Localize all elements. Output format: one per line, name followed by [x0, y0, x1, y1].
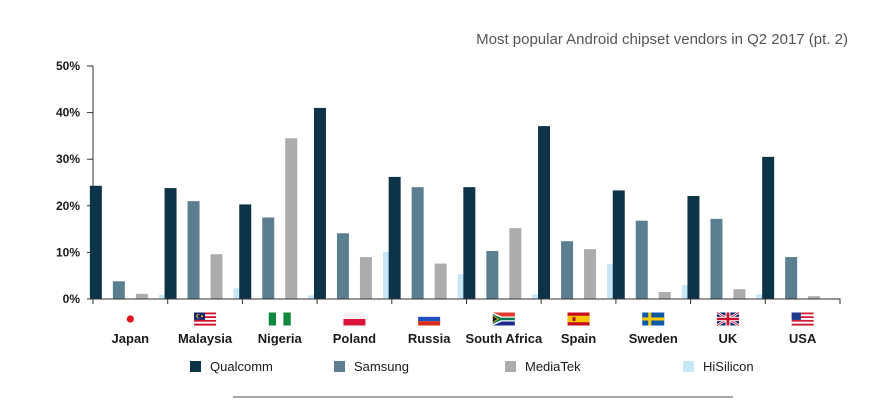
bar-qualcomm-spain — [538, 126, 551, 299]
x-category-label: South Africa — [465, 331, 543, 346]
bar-qualcomm-south-africa — [463, 187, 476, 299]
x-axis: Japan Malaysia Nigeria Poland Russia South Af… — [92, 298, 841, 346]
flag-japan-icon — [119, 312, 142, 326]
x-category-label: Spain — [561, 331, 596, 346]
bar-mediatek-japan — [135, 293, 148, 299]
y-tick-label: 10% — [56, 245, 80, 259]
x-category-label: UK — [719, 331, 738, 346]
bar-mediatek-malaysia — [210, 254, 223, 299]
bar-samsung-japan — [112, 281, 125, 299]
bar-qualcomm-malaysia — [164, 188, 177, 299]
flag-russia-icon — [418, 312, 441, 326]
bar-mediatek-uk — [733, 289, 746, 299]
y-tick-label: 50% — [56, 59, 80, 73]
bars — [89, 107, 844, 299]
bar-qualcomm-sweden — [612, 190, 625, 299]
legend-item-mediatek: MediaTek — [505, 359, 581, 374]
legend-label: MediaTek — [525, 359, 581, 374]
flag-malaysia-icon — [194, 312, 217, 326]
bar-qualcomm-russia — [388, 176, 401, 299]
x-category-label: USA — [789, 331, 817, 346]
legend-item-hisilicon: HiSilicon — [683, 359, 754, 374]
x-category-label: Poland — [333, 331, 376, 346]
flag-sweden-icon — [642, 312, 665, 326]
y-axis: 0% 10% 20% 30% 40% 50% — [56, 59, 94, 306]
legend-swatch — [683, 361, 694, 372]
bar-qualcomm-uk — [687, 196, 700, 299]
legend-label: Qualcomm — [210, 359, 273, 374]
bar-qualcomm-nigeria — [239, 204, 252, 299]
bar-mediatek-nigeria — [285, 138, 298, 299]
y-tick-label: 40% — [56, 106, 80, 120]
bar-samsung-russia — [411, 187, 424, 299]
bar-samsung-nigeria — [262, 217, 275, 299]
flag-south-africa-icon — [492, 312, 515, 326]
bar-samsung-south-africa — [486, 251, 499, 299]
legend-swatch — [505, 361, 516, 372]
bar-mediatek-sweden — [658, 292, 671, 299]
y-tick-label: 0% — [63, 292, 81, 306]
x-category-label: Sweden — [629, 331, 678, 346]
flag-spain-icon — [567, 312, 590, 326]
flag-nigeria-icon — [268, 312, 291, 326]
bar-mediatek-usa — [808, 296, 821, 299]
bar-mediatek-poland — [359, 257, 372, 299]
bar-qualcomm-poland — [313, 107, 326, 299]
legend-item-samsung: Samsung — [334, 359, 409, 374]
bar-samsung-poland — [336, 233, 349, 299]
chart-title: Most popular Android chipset vendors in … — [476, 31, 848, 48]
legend: Qualcomm Samsung MediaTek HiSilicon — [190, 359, 754, 374]
bar-mediatek-spain — [584, 249, 597, 299]
x-category-label: Russia — [408, 331, 451, 346]
legend-swatch — [190, 361, 201, 372]
y-tick-label: 30% — [56, 152, 80, 166]
legend-label: Samsung — [354, 359, 409, 374]
bar-samsung-uk — [710, 218, 723, 299]
bar-mediatek-russia — [434, 263, 447, 299]
bar-qualcomm-usa — [762, 156, 775, 299]
legend-item-qualcomm: Qualcomm — [190, 359, 273, 374]
bar-samsung-sweden — [635, 220, 648, 299]
bar-mediatek-south-africa — [509, 228, 522, 299]
bar-samsung-usa — [785, 257, 798, 299]
x-category-label: Japan — [112, 331, 150, 346]
legend-label: HiSilicon — [703, 359, 754, 374]
legend-swatch — [334, 361, 345, 372]
flag-usa-icon — [791, 312, 814, 326]
flag-uk-icon — [716, 311, 740, 327]
y-tick-label: 20% — [56, 199, 80, 213]
flag-poland-icon — [343, 312, 366, 326]
bar-samsung-malaysia — [187, 201, 200, 299]
x-category-label: Malaysia — [178, 331, 233, 346]
bar-qualcomm-japan — [89, 185, 102, 299]
bar-samsung-spain — [561, 241, 574, 299]
x-category-label: Nigeria — [258, 331, 303, 346]
